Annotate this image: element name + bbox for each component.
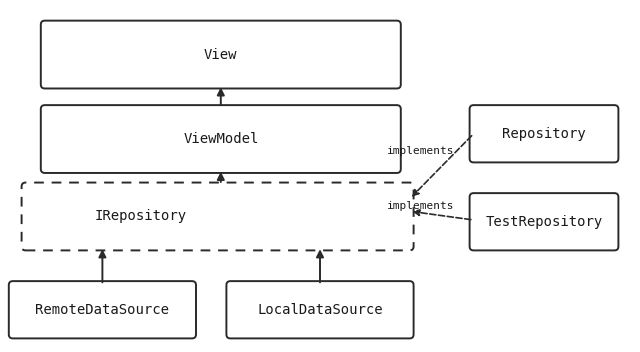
FancyBboxPatch shape (22, 183, 413, 250)
Text: View: View (204, 48, 237, 62)
FancyBboxPatch shape (41, 105, 401, 173)
Text: implements: implements (387, 146, 454, 156)
FancyBboxPatch shape (470, 193, 618, 250)
Text: ViewModel: ViewModel (183, 132, 259, 146)
Text: Repository: Repository (502, 127, 586, 141)
Text: implements: implements (387, 201, 454, 211)
FancyBboxPatch shape (9, 281, 196, 338)
FancyBboxPatch shape (41, 21, 401, 88)
FancyBboxPatch shape (227, 281, 413, 338)
Text: TestRepository: TestRepository (485, 215, 603, 229)
FancyBboxPatch shape (470, 105, 618, 162)
Text: RemoteDataSource: RemoteDataSource (35, 303, 170, 317)
Text: LocalDataSource: LocalDataSource (257, 303, 383, 317)
Text: IRepository: IRepository (95, 209, 187, 224)
